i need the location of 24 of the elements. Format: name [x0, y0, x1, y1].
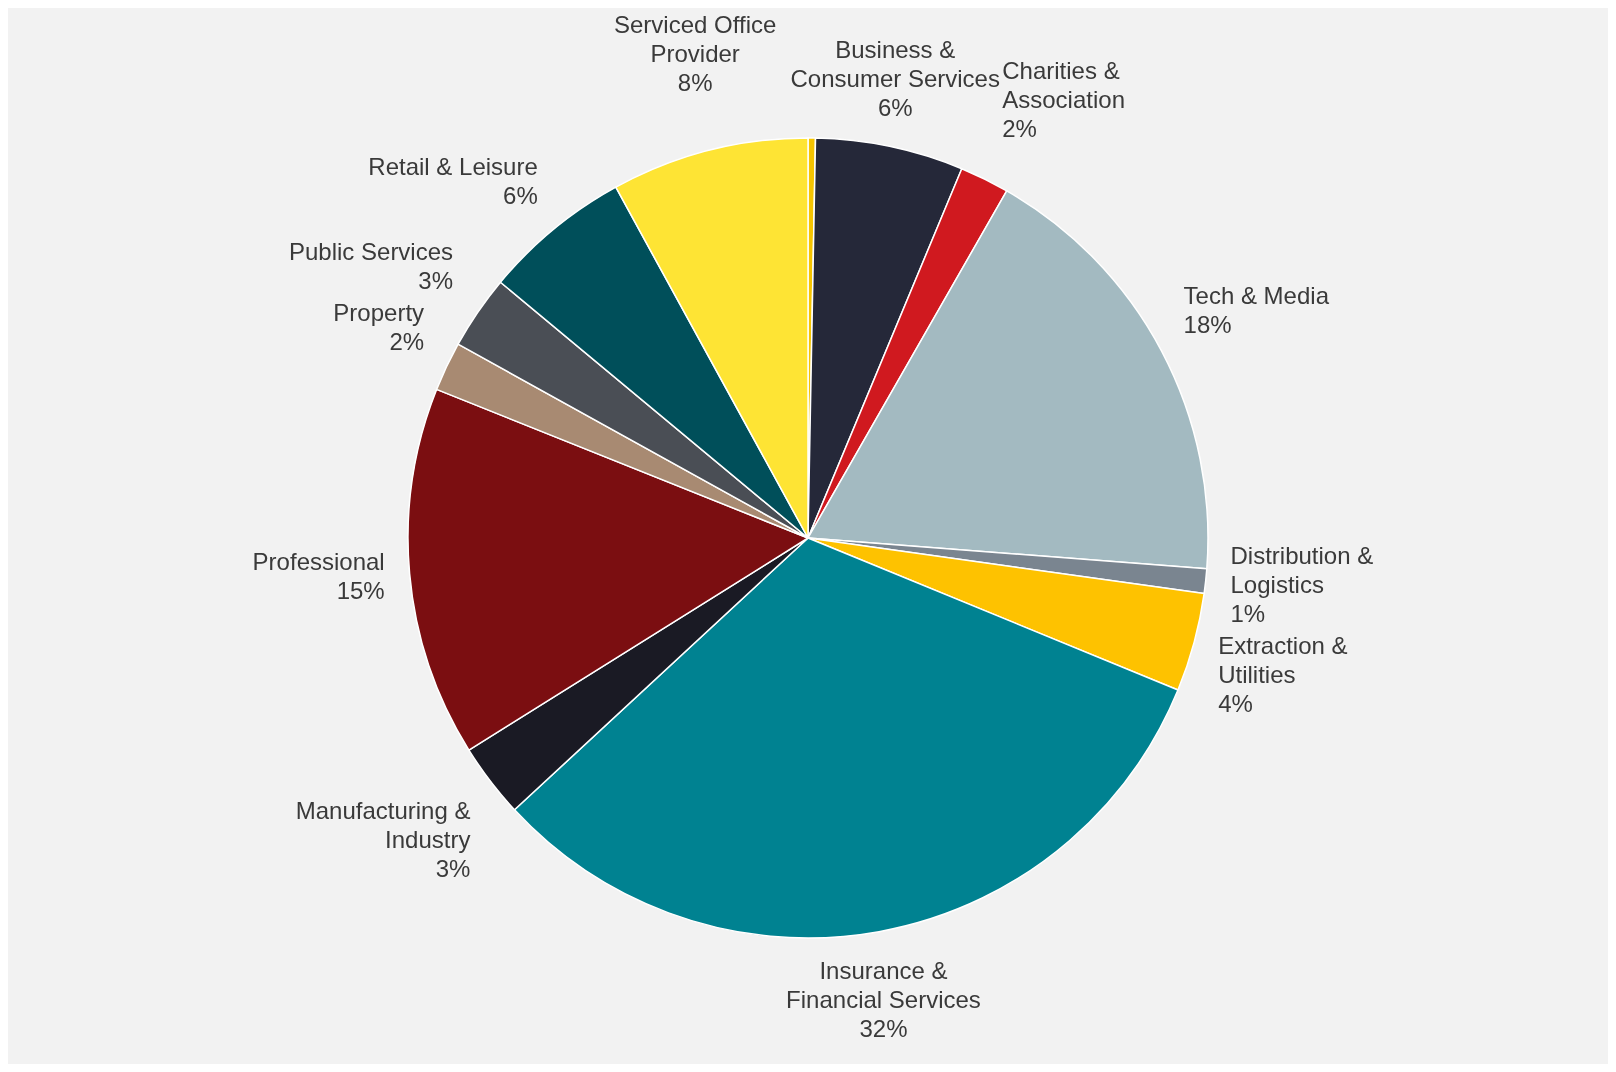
data-label: 3% [435, 855, 471, 883]
slice-label: Business & Consumer Services [790, 36, 1000, 93]
slice-label: Manufacturing & Industry [295, 797, 471, 854]
slice-label: Tech & Media [1183, 282, 1330, 310]
data-label: 2% [389, 327, 425, 355]
slice-label: Professional [252, 548, 385, 576]
data-label: 8% [677, 69, 713, 97]
slice-label: Public Services [289, 238, 454, 266]
data-label: 6% [877, 94, 913, 122]
data-label: 2% [1002, 115, 1037, 143]
slice-label: Distribution & Logistics [1230, 541, 1374, 598]
data-label: 3% [418, 267, 454, 295]
slice-label: Property [333, 298, 425, 326]
data-label: 6% [503, 182, 538, 210]
slice-label: Retail & Leisure [368, 153, 538, 181]
data-label: 18% [1183, 311, 1232, 339]
slice-label: Insurance & Financial Services [786, 957, 981, 1014]
data-label: 32% [859, 1015, 908, 1043]
slice-label: Extraction & Utilities [1218, 631, 1348, 688]
data-label: 1% [1230, 599, 1266, 627]
slice-label: Charities & Association [1002, 57, 1126, 114]
slice-label: Serviced Office Provider [614, 11, 777, 68]
data-label: 4% [1218, 689, 1253, 717]
data-label: 15% [336, 577, 385, 605]
